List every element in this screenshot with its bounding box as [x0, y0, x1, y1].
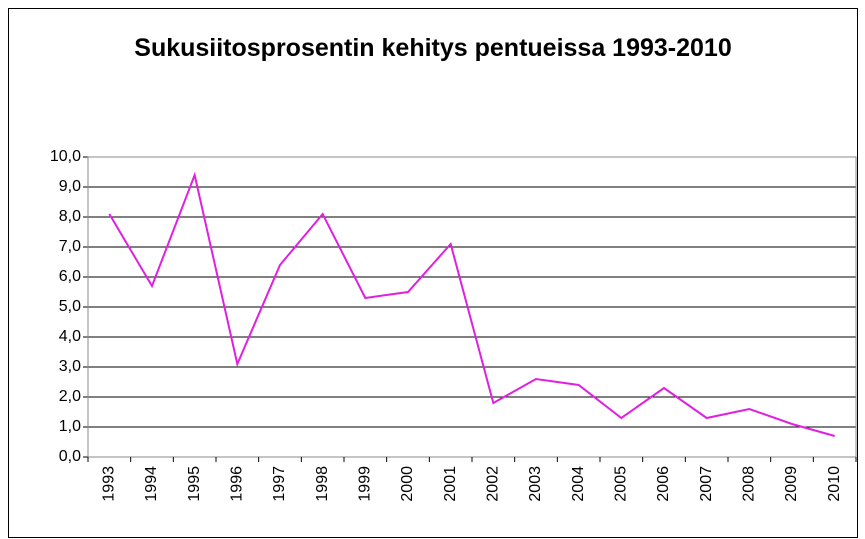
x-tick-label: 1995: [186, 466, 203, 502]
x-tick-label: 1997: [271, 466, 288, 502]
x-tick-label: 1999: [357, 466, 374, 502]
y-tick-label: 3,0: [59, 358, 81, 375]
x-tick-label: 1993: [101, 466, 118, 502]
y-tick-label: 8,0: [59, 208, 81, 225]
y-tick-label: 10,0: [50, 148, 81, 165]
y-tick-label: 4,0: [59, 328, 81, 345]
x-tick-label: 2009: [783, 466, 800, 502]
x-tick-label: 2005: [613, 466, 630, 502]
x-tick-label: 2000: [399, 466, 416, 502]
x-tick-label: 2004: [570, 466, 587, 502]
x-tick-label: 2006: [655, 466, 672, 502]
x-tick-label: 1994: [143, 466, 160, 502]
y-tick-label: 0,0: [59, 448, 81, 465]
y-tick-label: 9,0: [59, 178, 81, 195]
chart-border: [8, 8, 858, 538]
x-tick-label: 2003: [527, 466, 544, 502]
x-tick-label: 2007: [698, 466, 715, 502]
x-tick-label: 2010: [826, 466, 843, 502]
y-tick-label: 2,0: [59, 388, 81, 405]
y-tick-label: 6,0: [59, 268, 81, 285]
y-tick-label: 1,0: [59, 418, 81, 435]
x-tick-label: 2002: [485, 466, 502, 502]
x-tick-label: 1998: [314, 466, 331, 502]
x-tick-label: 2008: [741, 466, 758, 502]
chart-title: Sukusiitosprosentin kehitys pentueissa 1…: [134, 34, 732, 62]
x-tick-label: 1996: [229, 466, 246, 502]
data-line: [108, 171, 835, 437]
y-tick-label: 7,0: [59, 238, 81, 255]
x-tick-label: 2001: [442, 466, 459, 502]
y-tick-label: 5,0: [59, 298, 81, 315]
